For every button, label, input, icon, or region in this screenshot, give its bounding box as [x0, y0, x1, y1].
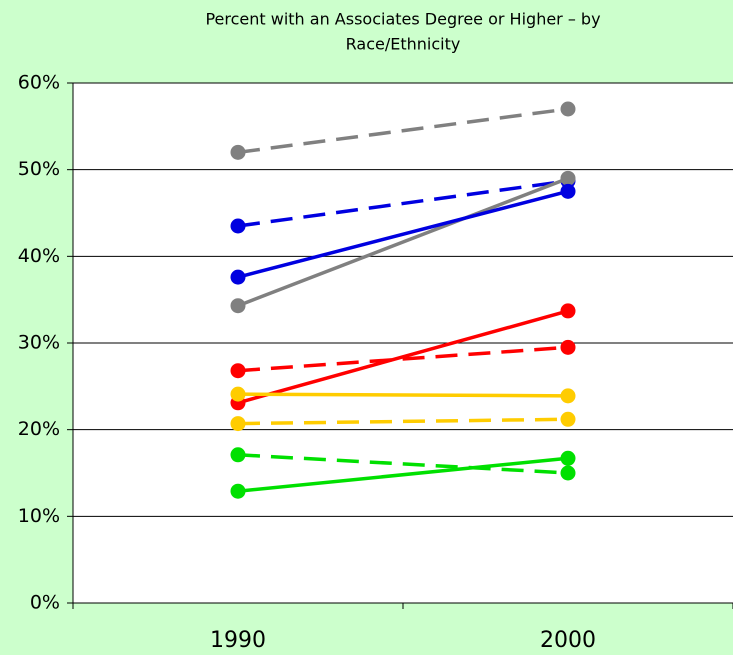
series-line: [237, 107, 569, 155]
point: [560, 465, 576, 481]
y-tick-label: 10%: [18, 505, 60, 527]
point: [230, 416, 246, 432]
x-tick-label: 1990: [210, 628, 266, 653]
point: [560, 339, 576, 355]
series-line: [237, 309, 569, 405]
point: [560, 170, 576, 186]
point: [230, 483, 246, 499]
point: [560, 303, 576, 319]
x-tick-label: 2000: [540, 628, 596, 653]
series-line: [237, 176, 569, 308]
y-tick-label: 20%: [18, 418, 60, 440]
series-line: [237, 417, 569, 426]
series-line: [237, 392, 569, 398]
point: [230, 363, 246, 379]
series-line: [237, 345, 569, 373]
point: [230, 144, 246, 160]
point: [560, 411, 576, 427]
point: [230, 447, 246, 463]
point: [560, 450, 576, 466]
series-line: [237, 189, 569, 279]
y-tick-label: 0%: [30, 592, 60, 614]
y-tick-label: 40%: [18, 245, 60, 267]
point: [230, 269, 246, 285]
point: [230, 218, 246, 234]
y-tick-label: 30%: [18, 332, 60, 354]
chart-title: Percent with an Associates Degree or Hig…: [205, 10, 600, 29]
y-tick-label: 50%: [18, 158, 60, 180]
y-tick-label: 60%: [18, 72, 60, 94]
point: [230, 298, 246, 314]
series-line: [237, 453, 569, 475]
point: [560, 388, 576, 404]
series-line: [237, 456, 569, 493]
point: [230, 386, 246, 402]
point: [560, 101, 576, 117]
chart-title: Race/Ethnicity: [346, 35, 461, 54]
series-line: [237, 179, 569, 228]
point: [560, 183, 576, 199]
